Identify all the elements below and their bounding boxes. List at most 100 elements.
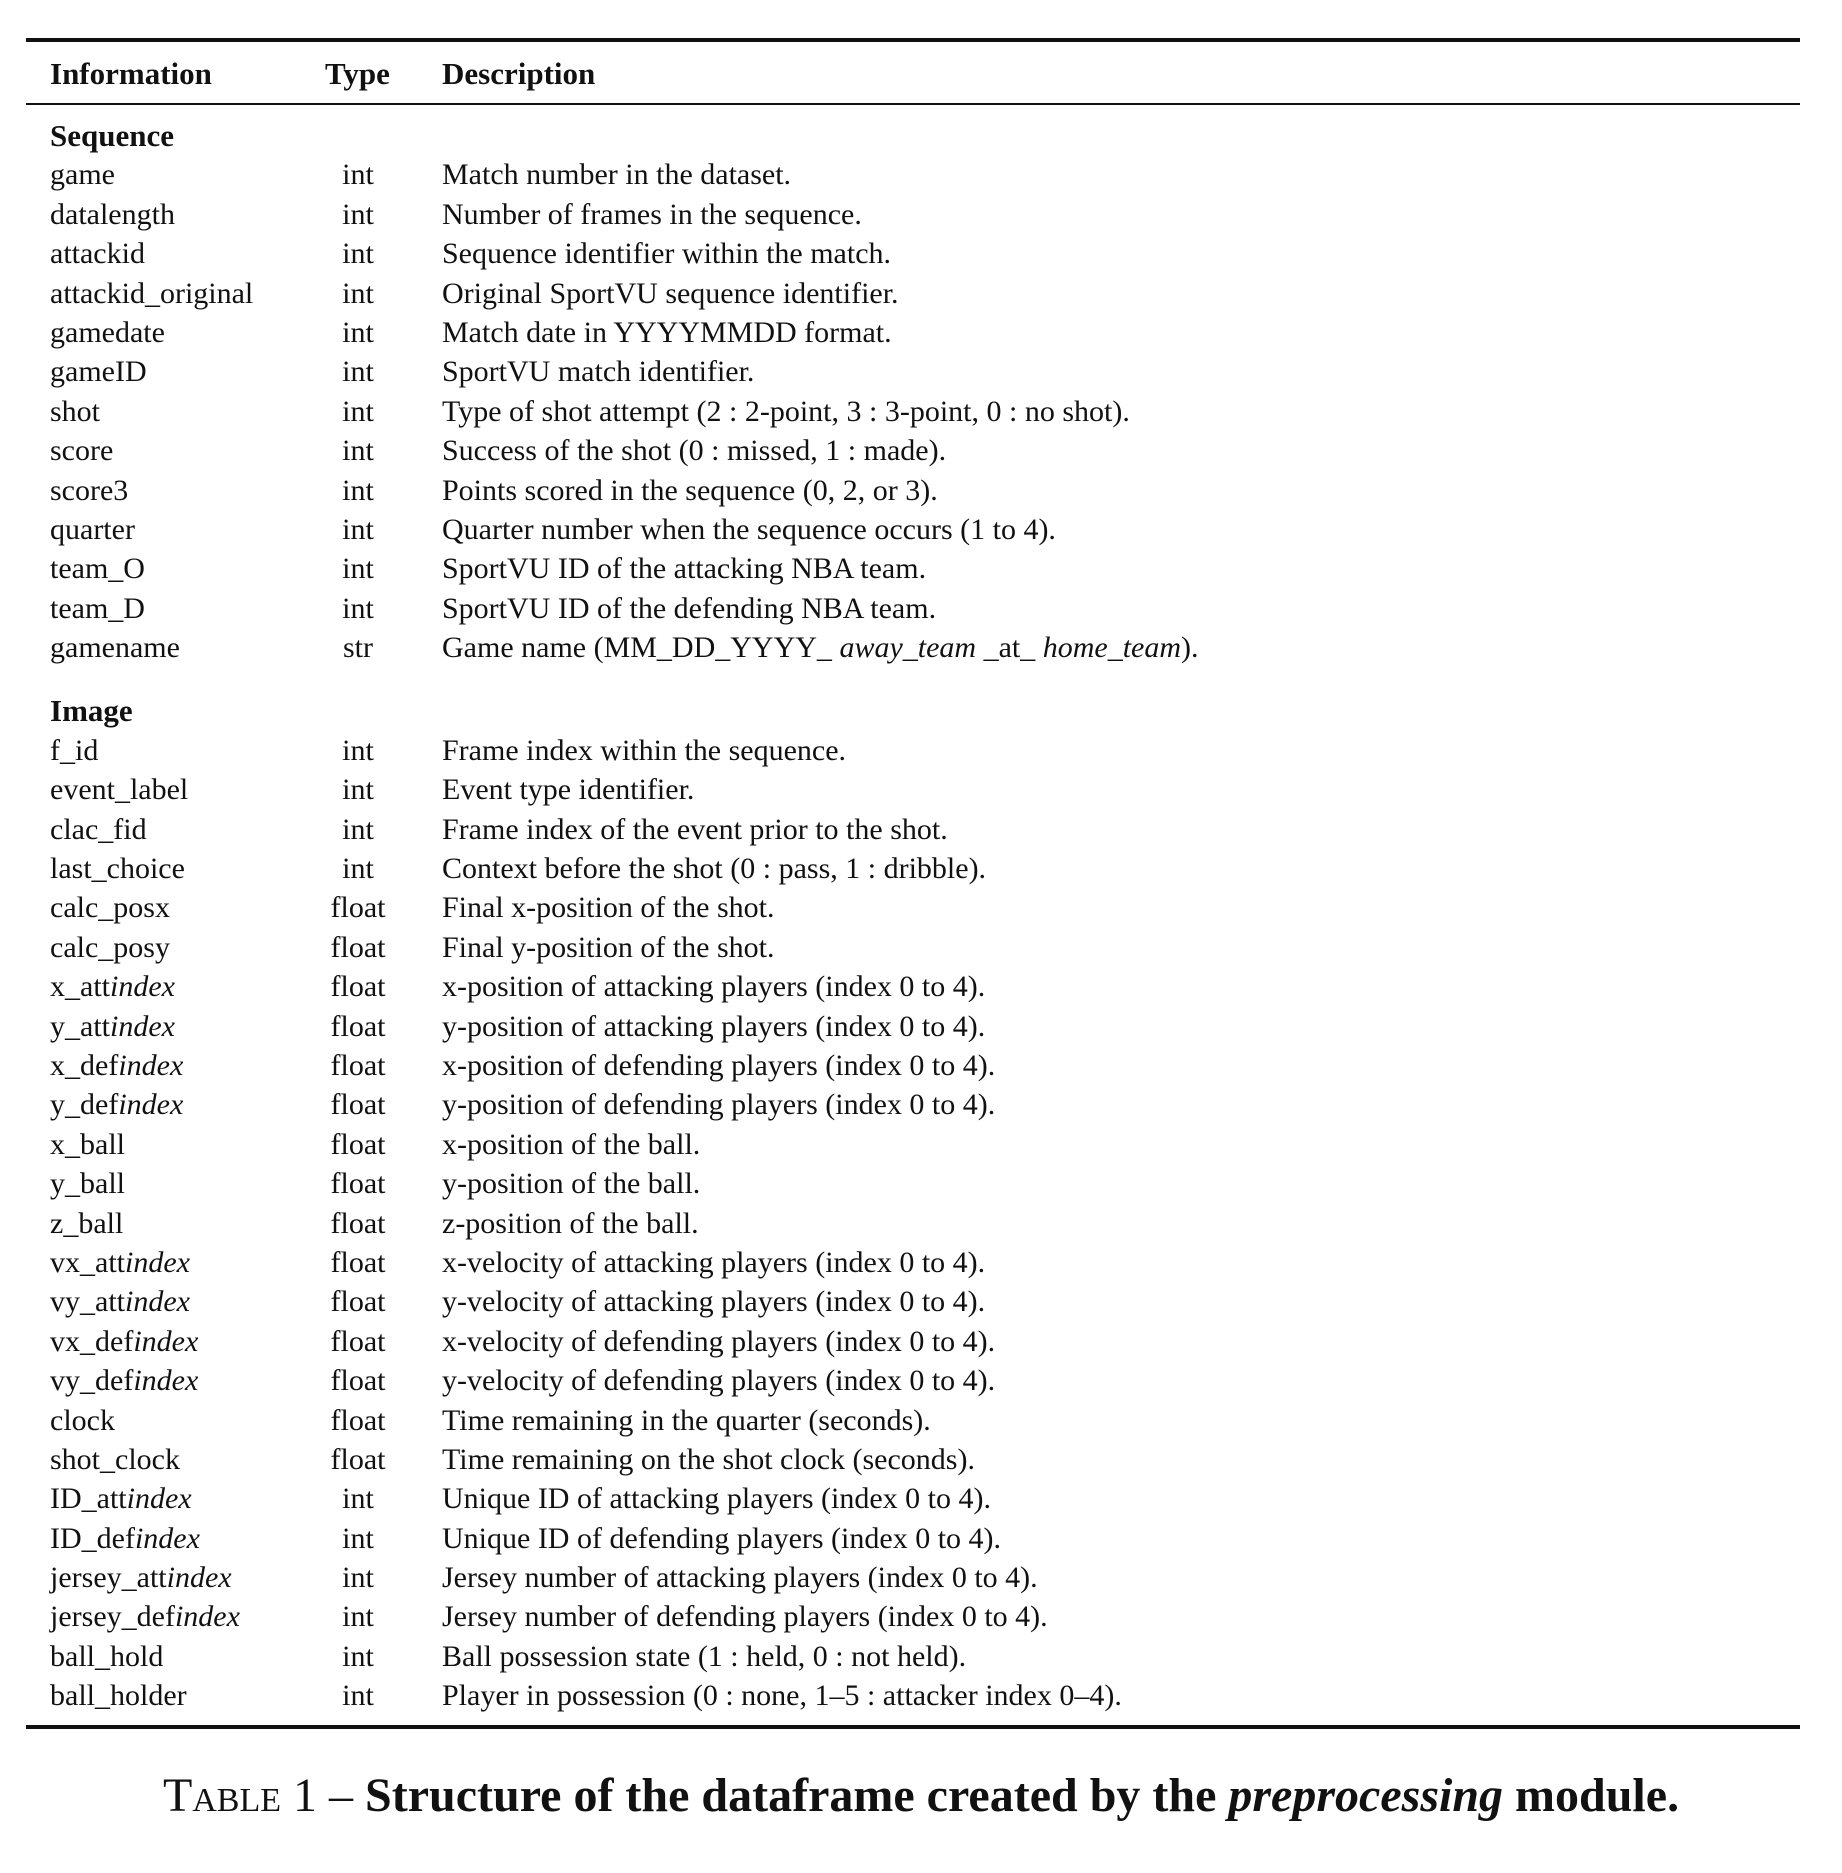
cell-type: float — [330, 1285, 386, 1319]
cell-type: int — [342, 733, 374, 767]
table-row: ball_holder int Player in possession (0 : … — [0, 1676, 1842, 1715]
table-body: Sequence game int Match number in the datas… — [0, 116, 1842, 1716]
table-row: z_ball float z-position of the ball. — [0, 1204, 1842, 1243]
cell-type: float — [330, 1088, 386, 1122]
table-row: last_choice int Context before the shot (0… — [0, 849, 1842, 888]
cell-information: clock — [50, 1403, 115, 1437]
cell-type: int — [342, 591, 374, 625]
cell-description: x-velocity of defending players (index 0… — [442, 1324, 996, 1358]
table-section-image: Image f_id int Frame index within the seque… — [0, 691, 1842, 1715]
cell-information: event_label — [50, 773, 189, 807]
cell-information: gameID — [50, 355, 147, 389]
cell-description: SportVU ID of the attacking NBA team. — [442, 552, 927, 586]
caption-label: Table 1 — [162, 1769, 318, 1822]
cell-type: int — [342, 158, 374, 192]
table-row: shot int Type of shot attempt (2 : 2-point… — [0, 392, 1842, 431]
table-row: ball_hold int Ball possession state (1 : h… — [0, 1637, 1842, 1676]
cell-information: jersey_defindex — [50, 1600, 240, 1634]
cell-information: y_defindex — [50, 1088, 184, 1122]
cell-information: y_ball — [50, 1167, 125, 1201]
cell-type: int — [342, 434, 374, 468]
table-section-sequence: Sequence game int Match number in the datas… — [0, 116, 1842, 667]
header-description: Description — [442, 56, 596, 91]
table-row: ID_defindex int Unique ID of defending pla… — [0, 1519, 1842, 1558]
cell-type: float — [330, 930, 386, 964]
cell-information: vy_defindex — [50, 1364, 199, 1398]
cell-type: float — [330, 1048, 386, 1082]
header-information: Information — [50, 56, 212, 91]
cell-description: Unique ID of defending players (index 0 … — [442, 1521, 1002, 1555]
cell-information: x_attindex — [50, 970, 175, 1004]
table-row: y_ball float y-position of the ball. — [0, 1164, 1842, 1203]
cell-description: Success of the shot (0 : missed, 1 : mad… — [442, 434, 947, 468]
cell-description: Frame index within the sequence. — [442, 733, 847, 767]
table-row: clac_fid int Frame index of the event prio… — [0, 810, 1842, 849]
cell-description: x-position of attacking players (index 0… — [442, 970, 986, 1004]
table-row: x_attindex float x-position of attacking p… — [0, 967, 1842, 1006]
cell-information: shot_clock — [50, 1442, 180, 1476]
table-row: score int Success of the shot (0 : missed,… — [0, 431, 1842, 470]
cell-information: f_id — [50, 733, 99, 767]
cell-information: score3 — [50, 473, 129, 507]
table-header-rule — [26, 103, 1800, 105]
cell-type: int — [342, 1561, 374, 1595]
cell-description: Type of shot attempt (2 : 2-point, 3 : 3… — [442, 394, 1130, 428]
cell-description: Context before the shot (0 : pass, 1 : d… — [442, 852, 987, 886]
cell-information: z_ball — [50, 1206, 124, 1240]
table-row: game int Match number in the dataset. — [0, 155, 1842, 194]
cell-type: int — [342, 237, 374, 271]
cell-description: Match number in the dataset. — [442, 158, 792, 192]
cell-type: int — [342, 1679, 374, 1713]
table-row: clock float Time remaining in the quarter … — [0, 1401, 1842, 1440]
cell-description: Points scored in the sequence (0, 2, or … — [442, 473, 938, 507]
cell-description: Original SportVU sequence identifier. — [442, 276, 899, 310]
cell-information: attackid — [50, 237, 145, 271]
table-row: calc_posx float Final x-position of the sh… — [0, 888, 1842, 927]
cell-description: SportVU match identifier. — [442, 355, 755, 389]
table-row: vx_defindex float x-velocity of defending … — [0, 1322, 1842, 1361]
cell-type: int — [342, 473, 374, 507]
table-bottom-rule — [26, 1725, 1800, 1729]
cell-description: y-position of defending players (index 0… — [442, 1088, 996, 1122]
caption-text: Structure of the dataframe created by th… — [365, 1769, 1680, 1822]
table-row: score3 int Points scored in the sequence (… — [0, 471, 1842, 510]
cell-type: float — [330, 1324, 386, 1358]
cell-type: float — [330, 1442, 386, 1476]
cell-type: int — [342, 812, 374, 846]
cell-type: int — [342, 852, 374, 886]
cell-information: datalength — [50, 197, 175, 231]
header-type: Type — [325, 56, 390, 91]
cell-description: Game name (MM_DD_YYYY_ away_team _at_ ho… — [442, 631, 1199, 665]
cell-description: y-velocity of attacking players (index 0… — [442, 1285, 986, 1319]
table-caption: Table 1 – Structure of the dataframe cre… — [0, 1766, 1842, 1826]
cell-description: Match date in YYYYMMDD format. — [442, 315, 892, 349]
table-row: vx_attindex float x-velocity of attacking … — [0, 1243, 1842, 1282]
cell-information: jersey_attindex — [50, 1561, 232, 1595]
cell-description: Final y-position of the shot. — [442, 930, 775, 964]
cell-type: float — [330, 1009, 386, 1043]
cell-information: vx_defindex — [50, 1324, 199, 1358]
cell-description: SportVU ID of the defending NBA team. — [442, 591, 937, 625]
table-row: vy_attindex float y-velocity of attacking … — [0, 1282, 1842, 1321]
cell-information: calc_posy — [50, 930, 170, 964]
cell-type: float — [330, 970, 386, 1004]
section-title: Image — [50, 693, 133, 729]
cell-information: x_ball — [50, 1127, 125, 1161]
table-row: team_O int SportVU ID of the attacking NBA… — [0, 549, 1842, 588]
cell-type: float — [330, 1206, 386, 1240]
table-row: jersey_defindex int Jersey number of defen… — [0, 1597, 1842, 1636]
cell-information: ball_hold — [50, 1639, 164, 1673]
cell-information: ID_defindex — [50, 1521, 200, 1555]
cell-type: int — [342, 512, 374, 546]
cell-type: int — [342, 552, 374, 586]
table-row: x_ball float x-position of the ball. — [0, 1125, 1842, 1164]
cell-description: Ball possession state (1 : held, 0 : not… — [442, 1639, 967, 1673]
cell-information: attackid_original — [50, 276, 254, 310]
cell-type: int — [342, 276, 374, 310]
cell-type: float — [330, 891, 386, 925]
cell-type: float — [330, 1364, 386, 1398]
cell-information: last_choice — [50, 852, 185, 886]
table-row: attackid_original int Original SportVU seq… — [0, 274, 1842, 313]
table-row: quarter int Quarter number when the sequen… — [0, 510, 1842, 549]
